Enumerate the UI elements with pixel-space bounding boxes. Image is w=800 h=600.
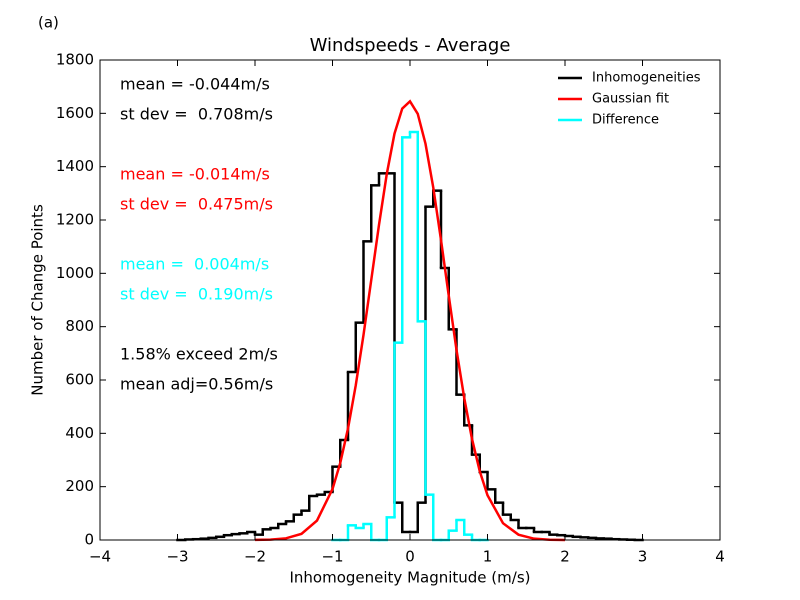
y-tick-label: 1200: [56, 211, 94, 229]
y-tick-label: 0: [84, 531, 94, 549]
x-tick-label: 2: [560, 548, 570, 566]
annotation: mean = -0.044m/s: [120, 75, 270, 94]
annotation: mean adj=0.56m/s: [120, 375, 273, 394]
x-tick-label: 1: [483, 548, 493, 566]
legend-label: Inhomogeneities: [592, 71, 701, 86]
x-tick-label: 3: [638, 548, 648, 566]
panel-label: (a): [38, 14, 59, 32]
fit-line: [254, 99, 566, 542]
x-tick-label: −2: [244, 548, 266, 566]
annotation: 1.58% exceed 2m/s: [120, 345, 278, 364]
x-tick-label: 4: [715, 548, 725, 566]
annotation: st dev = 0.475m/s: [120, 195, 273, 214]
annotation: mean = 0.004m/s: [120, 255, 269, 274]
x-tick-label: −1: [321, 548, 343, 566]
y-tick-label: 800: [65, 317, 94, 335]
y-axis-label: Number of Change Points: [29, 204, 47, 396]
x-tick-label: −3: [166, 548, 188, 566]
chart-title: Windspeeds - Average: [310, 35, 511, 56]
x-axis-label: Inhomogeneity Magnitude (m/s): [289, 569, 530, 587]
legend-label: Gaussian fit: [592, 92, 669, 107]
y-tick-label: 1400: [56, 157, 94, 175]
y-tick-label: 600: [65, 371, 94, 389]
y-tick-label: 1600: [56, 104, 94, 122]
y-tick-label: 200: [65, 477, 94, 495]
x-tick-label: −4: [89, 548, 111, 566]
y-tick-label: 400: [65, 424, 94, 442]
x-tick-label: 0: [405, 548, 415, 566]
legend-label: Difference: [592, 113, 659, 128]
y-tick-label: 1000: [56, 264, 94, 282]
annotation: st dev = 0.708m/s: [120, 105, 273, 124]
y-tick-label: 1800: [56, 51, 94, 69]
annotation: st dev = 0.190m/s: [120, 285, 273, 304]
annotation: mean = -0.014m/s: [120, 165, 270, 184]
